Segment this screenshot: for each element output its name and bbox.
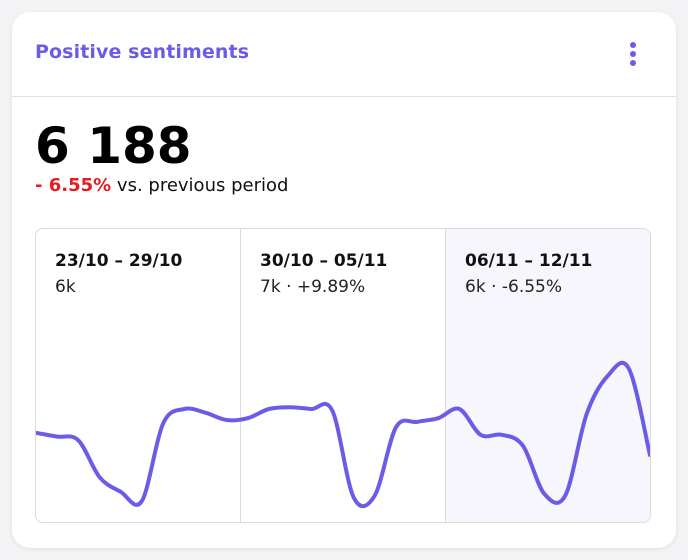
period-tile[interactable]: 30/10 – 05/11 7k · +9.89% xyxy=(240,229,445,522)
period-comparison: 23/10 – 29/10 6k 30/10 – 05/11 7k · +9.8… xyxy=(35,228,651,523)
kebab-menu-icon[interactable] xyxy=(628,40,638,70)
kebab-dot xyxy=(630,60,636,66)
kebab-dot xyxy=(630,42,636,48)
positive-sentiments-card: Positive sentiments 6 188 - 6.55% vs. pr… xyxy=(12,12,676,548)
change-value: - 6.55% xyxy=(35,175,112,196)
total-value: 6 188 xyxy=(35,117,192,175)
change-suffix: vs. previous period xyxy=(116,175,289,196)
kebab-dot xyxy=(630,51,636,57)
period-value: 6k xyxy=(55,277,76,297)
period-tile[interactable]: 23/10 – 29/10 6k xyxy=(36,229,240,522)
change-line: - 6.55% vs. previous period xyxy=(35,175,288,196)
card-title: Positive sentiments xyxy=(35,41,250,63)
period-tile-selected[interactable]: 06/11 – 12/11 6k · -6.55% xyxy=(445,229,650,522)
period-range: 06/11 – 12/11 xyxy=(465,251,593,271)
card-header: Positive sentiments xyxy=(12,12,676,97)
period-value: 7k · +9.89% xyxy=(260,277,366,297)
period-range: 30/10 – 05/11 xyxy=(260,251,388,271)
period-range: 23/10 – 29/10 xyxy=(55,251,183,271)
period-value: 6k · -6.55% xyxy=(465,277,563,297)
